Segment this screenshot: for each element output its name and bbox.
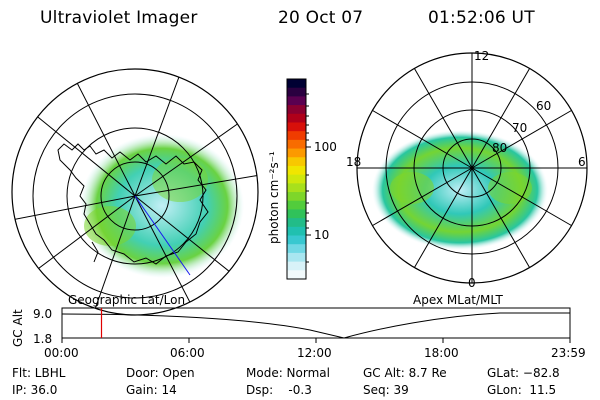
timeline-xtick-0: 00:00	[44, 346, 79, 360]
colorbar-segment	[287, 252, 306, 263]
colorbar-scale	[287, 79, 306, 280]
colorbar-tick-100: 100	[314, 140, 337, 154]
timeline-axis-label: GC Alt	[11, 309, 25, 347]
colorbar-segment	[287, 113, 306, 124]
info-glat: GLat: −82.8	[487, 366, 560, 380]
image-time: 01:52:06 UT	[428, 8, 535, 28]
timeline-xtick-4: 23:59	[551, 346, 586, 360]
apex-map: 12 18 6 0 60 70 80 Apex MLat/MLT	[346, 49, 588, 307]
colorbar-segment	[287, 79, 306, 89]
colorbar-segment	[287, 96, 306, 106]
image-title: Ultraviolet Imager	[40, 8, 198, 28]
colorbar-segment	[287, 200, 306, 211]
colorbar-segment	[287, 139, 306, 150]
mlat-label-80: 80	[492, 141, 507, 155]
colorbar-segment	[287, 105, 306, 115]
colorbar-segment	[287, 261, 306, 271]
colorbar-segment	[287, 122, 306, 132]
info-gc-alt: GC Alt: 8.7 Re	[363, 366, 447, 380]
info-door: Door: Open	[126, 366, 195, 380]
colorbar-segment	[287, 174, 306, 184]
colorbar-segment	[287, 165, 306, 176]
colorbar-segment	[287, 218, 306, 228]
info-mode: Mode: Normal	[246, 366, 330, 380]
altitude-curve	[61, 312, 570, 339]
timeline-xtick-3: 18:00	[424, 346, 459, 360]
colorbar-segment	[287, 192, 306, 202]
colorbar-segment	[287, 270, 306, 280]
altitude-timeline: GC Alt 9.0 1.8 00:00 06:00 12:00 18:00 2…	[11, 307, 586, 360]
auroral-oval-right	[372, 130, 548, 250]
mlt-label-18: 18	[346, 155, 361, 169]
timeline-ytick-bottom: 1.8	[33, 332, 52, 346]
timeline-xtick-1: 06:00	[170, 346, 205, 360]
colorbar-tick-10: 10	[314, 228, 329, 242]
mlat-label-60: 60	[536, 99, 551, 113]
colorbar-segment	[287, 157, 306, 167]
mlat-mlt-grid	[357, 53, 587, 283]
latlon-grid	[12, 69, 258, 315]
mlat-label-70: 70	[512, 121, 527, 135]
timeline-xtick-2: 12:00	[297, 346, 332, 360]
info-glon: GLon: 11.5	[487, 383, 557, 397]
image-date: 20 Oct 07	[278, 8, 364, 28]
colorbar-segment	[287, 148, 306, 158]
colorbar-segment	[287, 209, 306, 219]
info-filter: Flt: LBHL	[12, 366, 66, 380]
info-dsp: Dsp: -0.3	[246, 383, 312, 397]
colorbar-segment	[287, 183, 306, 193]
info-gain: Gain: 14	[126, 383, 177, 397]
colorbar: 100 10 photon cm⁻²s⁻¹	[267, 78, 337, 280]
colorbar-unit-label: photon cm⁻²s⁻¹	[267, 151, 281, 244]
geographic-label: Geographic Lat/Lon	[68, 293, 185, 307]
colorbar-segment	[287, 131, 306, 141]
info-ip: IP: 36.0	[12, 383, 58, 397]
colorbar-segment	[287, 226, 306, 237]
mlt-label-6: 6	[578, 155, 586, 169]
info-seq: Seq: 39	[363, 383, 409, 397]
mlt-label-0: 0	[468, 276, 476, 290]
colorbar-segment	[287, 235, 306, 245]
colorbar-segment	[287, 244, 306, 254]
apex-label: Apex MLat/MLT	[413, 293, 503, 307]
timeline-ytick-top: 9.0	[33, 307, 52, 321]
mlt-label-12: 12	[474, 49, 489, 63]
colorbar-segment	[287, 87, 306, 97]
